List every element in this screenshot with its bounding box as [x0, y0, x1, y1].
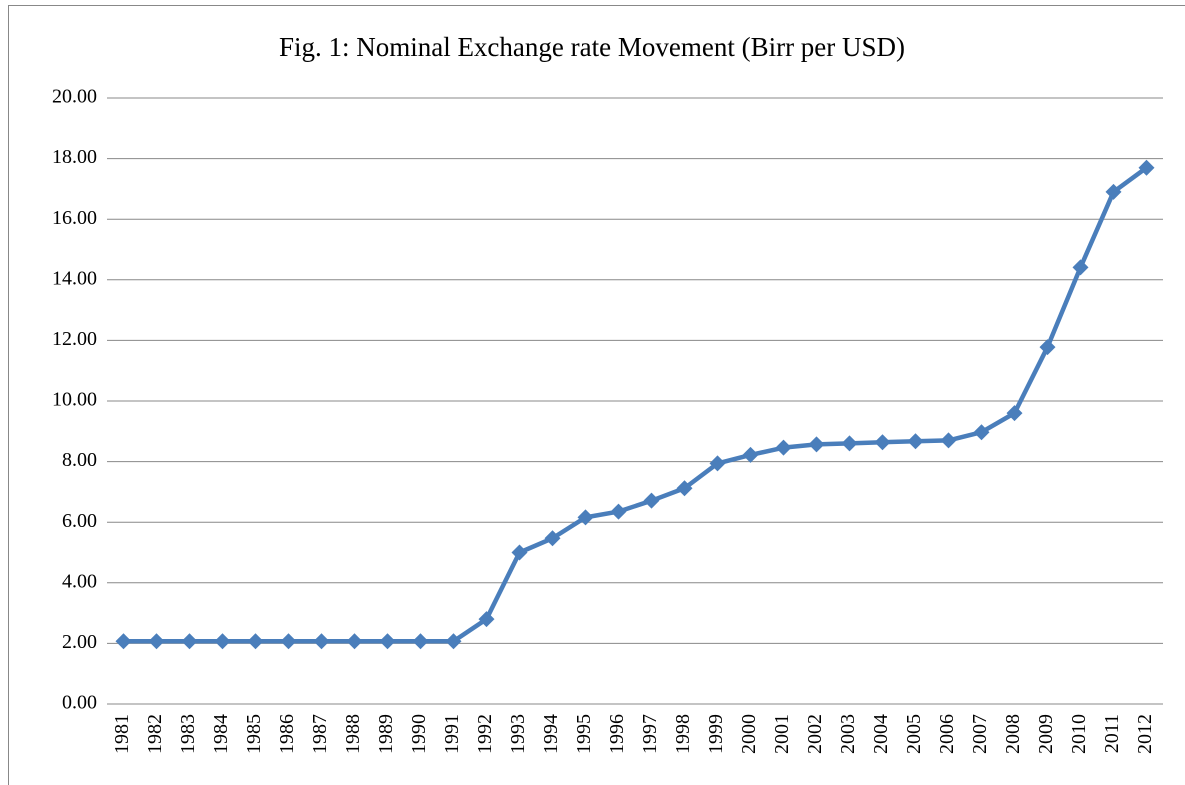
chart-frame: [8, 5, 1185, 785]
marker: [544, 530, 561, 547]
y-tick-label: 10.00: [52, 389, 97, 411]
x-tick-label: 1994: [540, 714, 562, 754]
x-tick-label: 2001: [771, 714, 793, 754]
marker: [775, 439, 792, 456]
x-tick-label: 1987: [309, 714, 331, 754]
x-tick-label: 1988: [342, 714, 364, 754]
marker: [181, 633, 198, 650]
marker: [115, 633, 132, 650]
x-tick-label: 1989: [375, 714, 397, 754]
marker: [1006, 405, 1023, 422]
y-tick-label: 6.00: [62, 510, 97, 532]
marker: [874, 434, 891, 451]
marker: [346, 633, 363, 650]
x-tick-label: 1998: [672, 714, 694, 754]
y-tick-label: 0.00: [62, 692, 97, 714]
marker: [214, 633, 231, 650]
y-tick-label: 18.00: [52, 146, 97, 168]
marker: [676, 480, 693, 497]
x-tick-label: 1984: [210, 714, 232, 754]
x-tick-label: 2002: [804, 714, 826, 754]
marker: [808, 436, 825, 453]
x-tick-label: 2011: [1101, 714, 1123, 753]
marker: [709, 455, 726, 472]
marker: [148, 633, 165, 650]
x-tick-label: 2007: [969, 714, 991, 754]
x-tick-label: 2008: [1002, 714, 1024, 754]
marker: [313, 633, 330, 650]
marker: [610, 503, 627, 520]
y-tick-label: 2.00: [62, 631, 97, 653]
x-tick-label: 2003: [837, 714, 859, 754]
marker: [1039, 339, 1056, 356]
marker: [577, 509, 594, 526]
marker: [445, 633, 462, 650]
x-tick-label: 1999: [705, 714, 727, 754]
marker: [1072, 259, 1089, 276]
x-tick-label: 1991: [441, 714, 463, 754]
marker: [973, 424, 990, 441]
x-tick-label: 2006: [936, 714, 958, 754]
y-tick-label: 16.00: [52, 207, 97, 229]
marker: [280, 633, 297, 650]
x-tick-label: 1997: [639, 714, 661, 754]
y-tick-label: 20.00: [52, 86, 97, 108]
chart-title: Fig. 1: Nominal Exchange rate Movement (…: [279, 32, 905, 62]
y-tick-label: 4.00: [62, 570, 97, 592]
y-tick-label: 12.00: [52, 328, 97, 350]
x-tick-label: 2010: [1068, 714, 1090, 754]
x-tick-label: 2012: [1134, 714, 1156, 754]
x-tick-label: 1981: [111, 714, 133, 754]
x-tick-label: 1995: [573, 714, 595, 754]
marker: [940, 432, 957, 449]
y-tick-label: 8.00: [62, 449, 97, 471]
x-tick-label: 2004: [870, 714, 892, 754]
marker: [841, 435, 858, 452]
marker: [1138, 159, 1155, 176]
x-tick-label: 1990: [408, 714, 430, 754]
x-tick-label: 1986: [276, 714, 298, 754]
x-tick-label: 1993: [507, 714, 529, 754]
x-tick-label: 2005: [903, 714, 925, 754]
x-tick-label: 1985: [243, 714, 265, 754]
x-tick-label: 1982: [144, 714, 166, 754]
marker: [907, 433, 924, 450]
y-tick-label: 14.00: [52, 267, 97, 289]
marker: [478, 611, 495, 628]
marker: [412, 633, 429, 650]
x-tick-label: 1983: [177, 714, 199, 754]
marker: [742, 446, 759, 463]
x-tick-label: 1992: [474, 714, 496, 754]
marker: [247, 633, 264, 650]
marker: [511, 544, 528, 561]
x-tick-label: 2009: [1035, 714, 1057, 754]
marker: [1105, 183, 1122, 200]
x-tick-label: 1996: [606, 714, 628, 754]
marker: [643, 492, 660, 509]
marker: [379, 633, 396, 650]
x-tick-label: 2000: [738, 714, 760, 754]
